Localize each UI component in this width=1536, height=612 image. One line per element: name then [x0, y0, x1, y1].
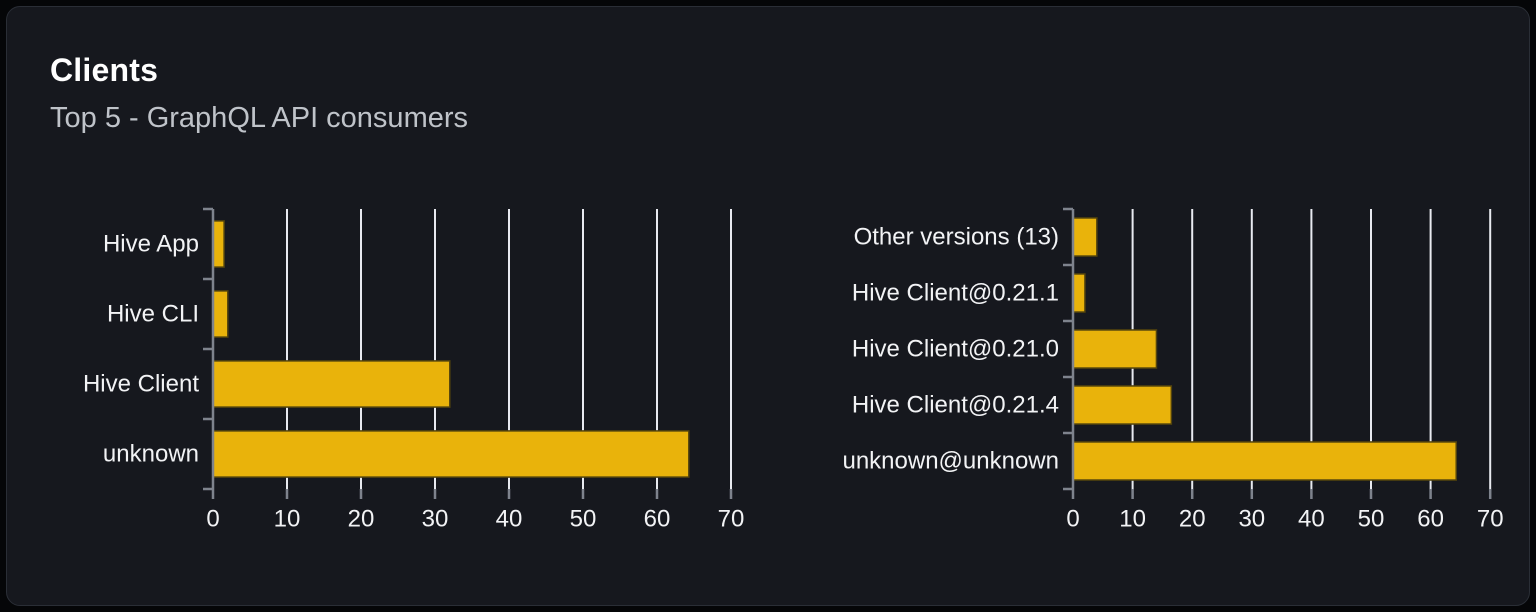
clients-by-version-bar-chart: Other versions (13) Hive Client@0.21.1 Hiv…	[842, 207, 1504, 533]
category-label: Hive Client@0.21.1	[852, 280, 1059, 307]
bar[interactable]	[1072, 329, 1158, 369]
x-tick-label: 60	[644, 506, 671, 533]
x-tick-label: 20	[1179, 506, 1206, 533]
category-label: Hive Client	[83, 371, 199, 398]
x-tick-label: 30	[1238, 506, 1265, 533]
card-title: Clients	[50, 52, 159, 88]
x-tick-label: 70	[1477, 506, 1504, 533]
card-subtitle: Top 5 - GraphQL API consumers	[50, 102, 469, 134]
bar[interactable]	[1072, 217, 1098, 257]
category-label: unknown	[103, 441, 199, 468]
x-tick-label: 0	[206, 506, 219, 533]
category-label: Hive App	[103, 231, 199, 258]
x-tick-label: 0	[1066, 506, 1079, 533]
x-tick-label: 20	[348, 506, 375, 533]
x-tick-label: 40	[1298, 506, 1325, 533]
bar[interactable]	[212, 220, 225, 268]
x-tick-label: 40	[496, 506, 523, 533]
clients-card: Clients Top 5 - GraphQL API consumers	[6, 6, 1530, 606]
category-label: unknown@unknown	[842, 448, 1059, 475]
clients-by-name-bar-chart: Hive App Hive CLI Hive Client unknown 0 10 20 3…	[83, 207, 744, 533]
category-label: Hive Client@0.21.0	[852, 336, 1059, 363]
bar[interactable]	[212, 360, 451, 408]
bar[interactable]	[1072, 273, 1086, 313]
x-tick-label: 50	[1358, 506, 1385, 533]
card-header: Clients Top 5 - GraphQL API consumers	[50, 54, 468, 133]
bar[interactable]	[212, 290, 229, 338]
x-tick-label: 60	[1417, 506, 1444, 533]
category-label: Other versions (13)	[854, 224, 1059, 251]
x-tick-label: 30	[422, 506, 449, 533]
category-label: Hive CLI	[107, 301, 199, 328]
bar[interactable]	[212, 430, 690, 478]
x-tick-label: 70	[718, 506, 745, 533]
x-tick-label: 50	[570, 506, 597, 533]
bar[interactable]	[1072, 385, 1173, 425]
x-tick-label: 10	[1119, 506, 1146, 533]
category-label: Hive Client@0.21.4	[852, 392, 1059, 419]
x-tick-label: 10	[274, 506, 301, 533]
bar[interactable]	[1072, 441, 1457, 481]
